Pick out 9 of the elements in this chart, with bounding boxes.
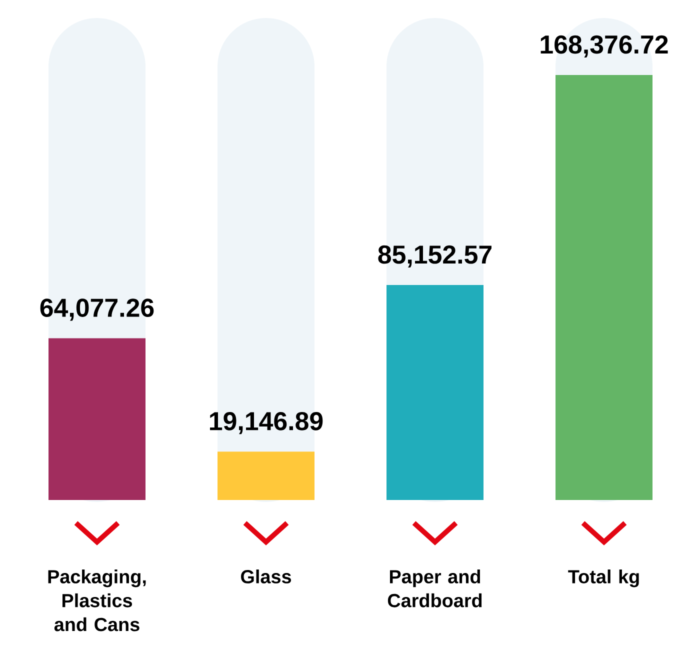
bar bbox=[218, 452, 315, 500]
data-label: 85,152.57 bbox=[378, 245, 492, 268]
data-label: 19,146.89 bbox=[210, 412, 323, 434]
x-tick-label: Packaging, Plastics and Cans bbox=[48, 570, 146, 632]
x-tick-label: Glass bbox=[241, 570, 292, 584]
data-label: 64,077.26 bbox=[40, 298, 154, 321]
x-tick-label: Total kg bbox=[568, 570, 639, 588]
data-label: 168,376.72 bbox=[540, 35, 668, 58]
x-tick-label: Paper and Cardboard bbox=[388, 570, 482, 608]
